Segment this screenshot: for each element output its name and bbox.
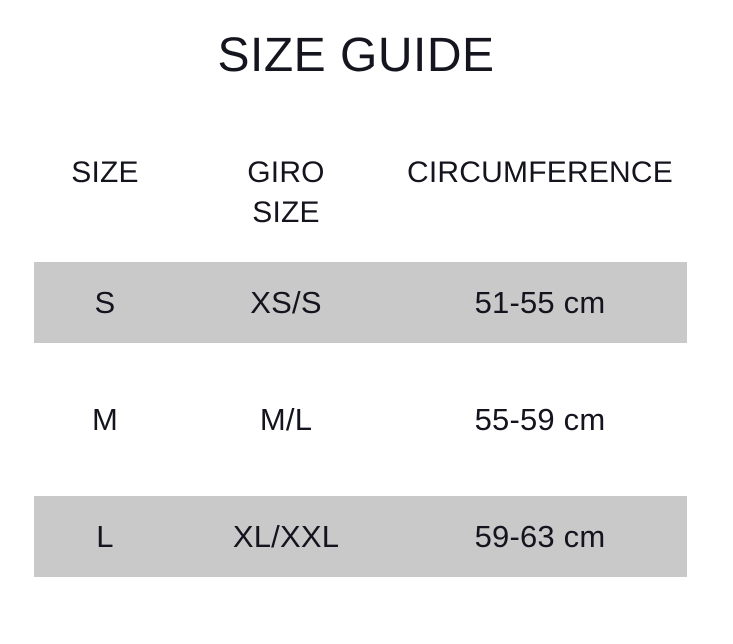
cell-giro-size: M/L xyxy=(259,401,313,437)
table-row: L XL/XXL 59-63 cm xyxy=(0,478,733,595)
cell-giro-size: XL/XXL xyxy=(232,518,340,554)
cell-size: M xyxy=(91,401,119,437)
cell-size: S xyxy=(94,284,116,320)
cell-giro-size: XS/S xyxy=(250,284,322,320)
cell-circumference: 51-55 cm xyxy=(474,284,606,320)
column-header-giro-size: GIRO SIZE xyxy=(247,156,325,229)
cell-circumference: 55-59 cm xyxy=(474,401,606,437)
page-title: SIZE GUIDE xyxy=(217,29,495,82)
row-shade xyxy=(34,262,687,343)
column-header-size: SIZE xyxy=(71,156,139,189)
table-row: S XS/S 51-55 cm xyxy=(0,244,733,361)
size-guide-table: SIZE GIRO SIZE CIRCUMFERENCE S XS/S 51-5… xyxy=(0,140,733,595)
column-header-circumference: CIRCUMFERENCE xyxy=(407,156,673,189)
cell-size: L xyxy=(96,518,114,554)
table-header-row: SIZE GIRO SIZE CIRCUMFERENCE xyxy=(0,140,733,244)
cell-circumference: 59-63 cm xyxy=(474,518,606,554)
row-shade xyxy=(34,496,687,577)
table-row: M M/L 55-59 cm xyxy=(0,361,733,478)
